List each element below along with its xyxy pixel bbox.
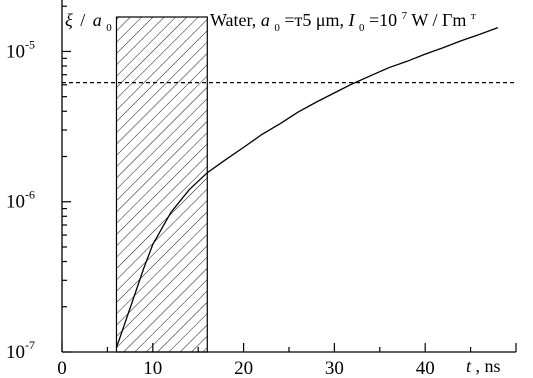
x-tick-label: 20 <box>234 358 253 378</box>
shaded-region <box>115 16 208 353</box>
series-line <box>115 27 499 348</box>
y-axis-label-subscript: 0 <box>106 22 112 34</box>
annotation-intensity-subscript: 0 <box>359 22 365 34</box>
annotation-radius-subscript: 0 <box>274 22 280 34</box>
axes <box>61 0 517 353</box>
annotation-intensity-base: =10 <box>369 10 397 30</box>
tick-labels: 0 10 20 30 40 10-7 10-6 10-5 <box>6 37 435 378</box>
annotation-intensity-unit-exponent: т <box>471 10 476 22</box>
series-layer <box>62 27 516 348</box>
annotation-medium: Water, <box>210 10 261 30</box>
x-tick-label: 0 <box>57 358 67 378</box>
shaded-region-layer <box>115 16 208 353</box>
y-axis-label-divider: / <box>80 10 85 30</box>
x-axis-label: t , ns <box>466 356 501 376</box>
x-tick-label: 10 <box>143 358 162 378</box>
x-tick-label: 40 <box>416 358 435 378</box>
annotation-intensity-exponent: 7 <box>402 10 408 22</box>
y-axis-label-base: a <box>93 10 102 30</box>
parameters-annotation: Water, a 0 =т5 μm, I 0 =10 7 W / Гm т <box>210 3 476 35</box>
y-tick-label: 10-6 <box>6 188 35 213</box>
y-axis-label-symbol: ξ <box>65 10 73 30</box>
y-tick-label: 10-5 <box>6 37 35 62</box>
annotation-radius-value: =т5 μm, <box>284 10 348 30</box>
y-axis-label: ξ / a 0 <box>65 10 112 34</box>
x-axis-label-unit: , ns <box>476 356 501 376</box>
annotation-radius-symbol: a <box>261 10 270 30</box>
annotation-intensity-unit: W / Гm <box>411 10 466 30</box>
x-axis-label-symbol: t <box>466 356 472 376</box>
x-tick-label: 30 <box>325 358 344 378</box>
annotation-intensity-symbol: I <box>347 10 355 30</box>
y-tick-label: 10-7 <box>6 338 35 363</box>
